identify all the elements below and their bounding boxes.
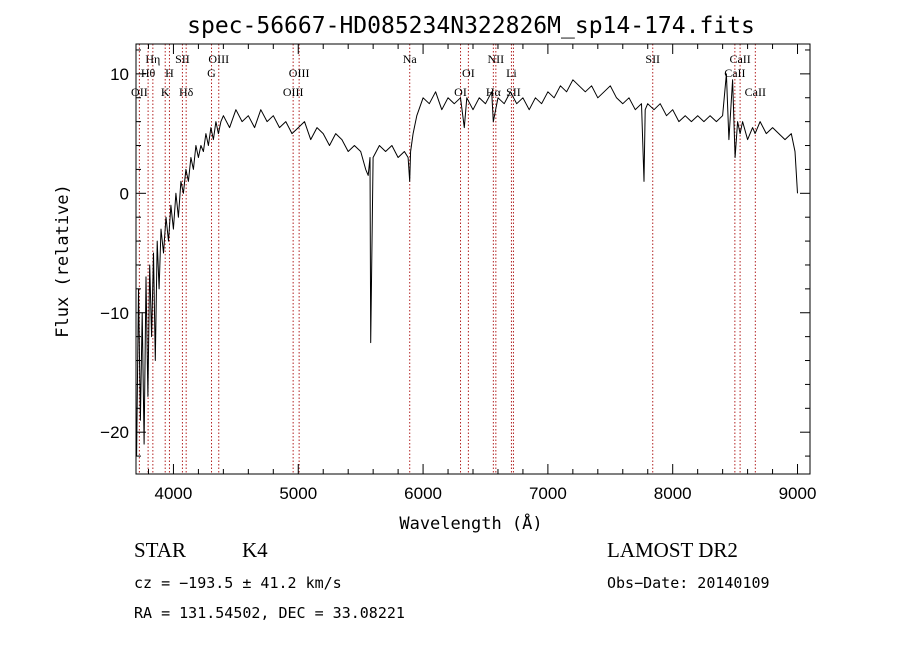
line-marker-label: SII	[175, 52, 190, 66]
line-marker-label: CaII	[724, 66, 745, 80]
line-marker-label: Li	[506, 66, 517, 80]
line-marker-label: H	[165, 66, 174, 80]
line-marker-label: CaII	[729, 52, 750, 66]
x-tick-label: 8000	[654, 484, 692, 503]
x-tick-label: 7000	[529, 484, 567, 503]
plot-frame	[135, 43, 811, 475]
line-marker-label: OIII	[208, 52, 229, 66]
axis-ticks: 4000 5000 6000 7000 8000 9000 10 0 −10 −20	[100, 44, 816, 503]
y-tick-label: 10	[110, 65, 129, 84]
line-marker-label: SII	[506, 85, 521, 99]
redshift-info: cz = −193.5 ± 41.2 km/s	[134, 574, 342, 592]
line-marker-label: OI	[454, 85, 467, 99]
line-marker-label: Hθ	[141, 66, 156, 80]
line-marker-label: Na	[403, 52, 418, 66]
object-class: STAR	[134, 538, 186, 562]
x-tick-label: 6000	[404, 484, 442, 503]
line-marker-label: G	[207, 66, 216, 80]
y-axis-label: Flux (relative)	[53, 184, 73, 338]
x-tick-label: 9000	[779, 484, 817, 503]
x-axis-label: Wavelength (Å)	[399, 512, 542, 534]
line-marker-label: NII	[488, 52, 505, 66]
y-tick-label: −20	[100, 423, 129, 442]
chart-title: spec-56667-HD085234N322826M_sp14-174.fit…	[187, 13, 755, 39]
line-marker-label: Hη	[145, 52, 160, 66]
x-tick-label: 5000	[279, 484, 317, 503]
line-marker-label: K	[161, 85, 170, 99]
line-marker-label: CaII	[745, 85, 766, 99]
line-marker-label: Hδ	[179, 85, 194, 99]
coordinates: RA = 131.54502, DEC = 33.08221	[134, 604, 405, 622]
line-marker-label: OIII	[283, 85, 304, 99]
spectrum-line	[136, 73, 798, 457]
y-tick-label: 0	[120, 184, 129, 203]
x-tick-label: 4000	[155, 484, 193, 503]
line-marker-label: Hα	[486, 85, 502, 99]
line-marker-label: OIII	[289, 66, 310, 80]
line-marker-label: OII	[131, 85, 148, 99]
spectral-subclass: K4	[242, 538, 268, 562]
line-marker-label: SII	[645, 52, 660, 66]
observation-date: Obs−Date: 20140109	[607, 574, 770, 592]
line-marker-label: OI	[462, 66, 475, 80]
y-tick-label: −10	[100, 304, 129, 323]
survey-name: LAMOST DR2	[607, 538, 738, 562]
